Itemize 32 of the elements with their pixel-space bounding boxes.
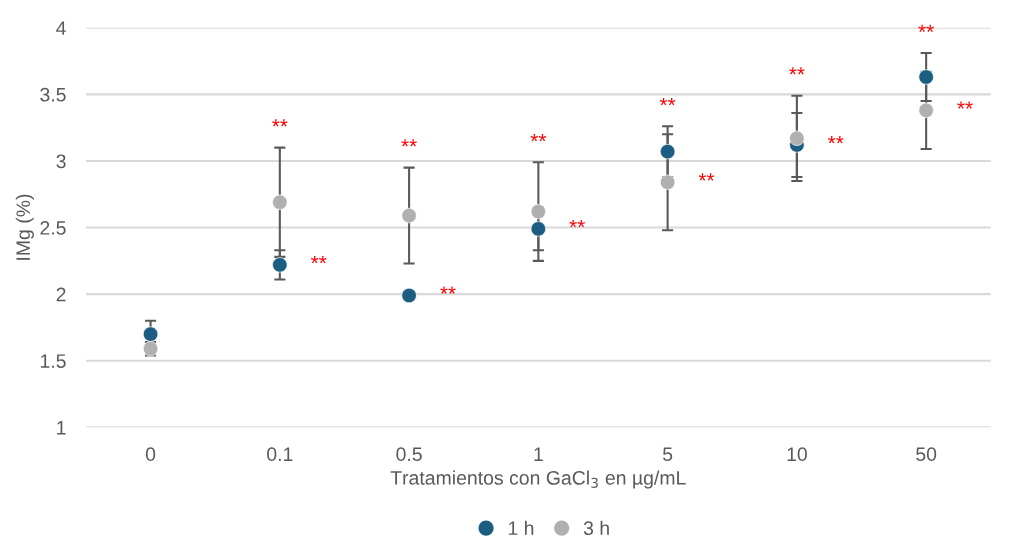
annotation: **: [401, 139, 417, 147]
legend-label: 3 h: [583, 520, 609, 536]
x-tick-label: 0.5: [396, 447, 422, 462]
x-tick-label: 0: [145, 447, 156, 462]
y-tick-label: 2.5: [40, 221, 66, 235]
y-axis-title: IMg (%): [15, 194, 34, 260]
x-tick-label: 1: [534, 447, 543, 461]
point: [272, 257, 288, 273]
annotation: **: [659, 97, 676, 106]
annotation: **: [789, 67, 805, 75]
annotation: **: [530, 133, 547, 142]
y-tick-label: 2: [56, 287, 66, 302]
annotation: **: [272, 119, 288, 127]
legend-label: 1 h: [508, 520, 534, 535]
annotation: **: [828, 136, 844, 144]
annotation: **: [918, 24, 934, 32]
annotation: **: [310, 255, 327, 264]
x-tick-label: 50: [916, 447, 937, 462]
x-axis-title: Tratamientos con GaCl$_{3}$ en µg/mL: [390, 470, 686, 489]
y-tick-label: 4: [56, 21, 66, 35]
y-tick-label: 3.5: [40, 87, 66, 102]
x-tick-label: 10: [787, 447, 807, 462]
annotation: **: [440, 286, 456, 294]
x-tick-label: 0.1: [267, 447, 293, 462]
annotation: **: [698, 173, 715, 181]
annotation: **: [569, 219, 586, 228]
y-tick-label: 3: [56, 154, 66, 169]
y-tick-label: 1: [57, 421, 66, 435]
annotation: **: [957, 101, 973, 109]
point: [401, 287, 417, 304]
x-tick-label: 5: [662, 447, 673, 462]
y-tick-label: 1.5: [40, 354, 66, 368]
